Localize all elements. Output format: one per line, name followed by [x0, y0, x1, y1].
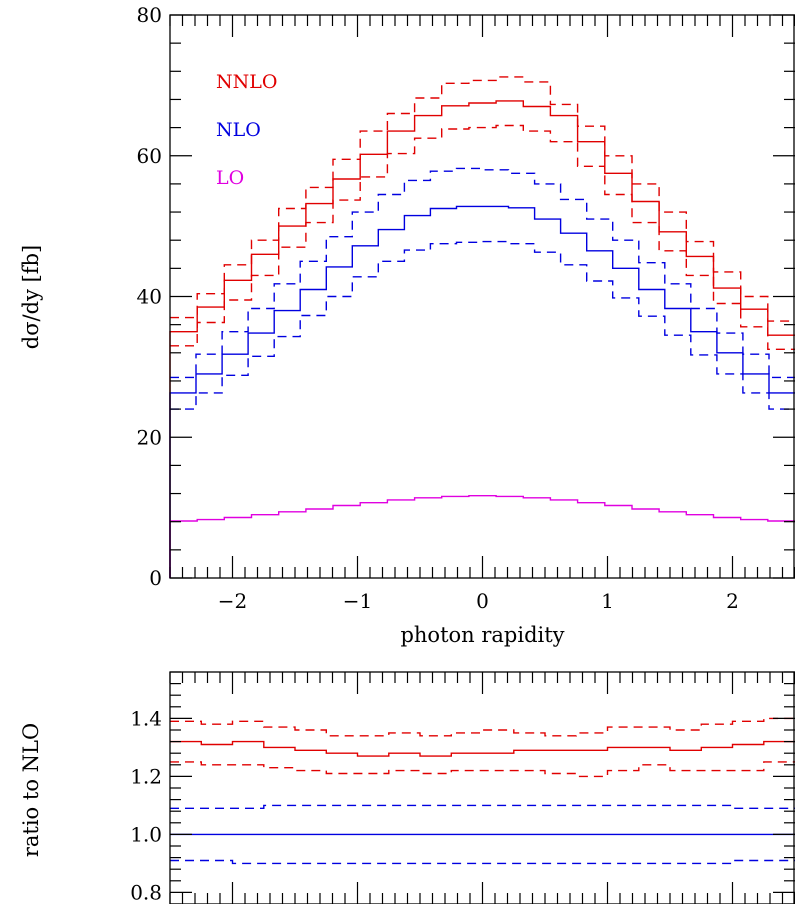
ratio-plot-panel: 0.8 1.0 1.2 1.4 ratio to NLO — [19, 671, 795, 904]
series-nlo-dashed-5 — [170, 859, 795, 865]
ratio-y-axis-label: ratio to NLO — [19, 723, 43, 857]
y-tick-label: 1.4 — [130, 706, 162, 730]
y-tick-label: 0.8 — [130, 880, 162, 904]
ratio-plot-frame — [169, 671, 795, 904]
y-tick-label: 80 — [137, 3, 162, 27]
x-tick-label: 0 — [476, 589, 489, 613]
legend: NNLO NLO LO — [216, 71, 277, 189]
series-nlo-dashed-3 — [170, 804, 795, 809]
series-nlo-solid-3 — [169, 205, 795, 578]
series-nnlo-dashed-2 — [170, 124, 795, 350]
x-tick-label: 1 — [601, 589, 614, 613]
y-tick-label: 1.2 — [130, 764, 162, 788]
series-nlo-dashed-5 — [170, 240, 795, 410]
x-tick-label: 2 — [726, 589, 739, 613]
legend-item-nlo: NLO — [216, 119, 261, 141]
y-tick-label: 1.0 — [130, 822, 162, 846]
y-tick-label: 40 — [137, 285, 162, 309]
main-plot-frame — [169, 14, 795, 579]
series-nnlo-solid-0 — [169, 100, 795, 578]
series-nnlo-dashed-0 — [170, 717, 795, 737]
series-nnlo-dashed-2 — [170, 761, 795, 778]
y-axis-label: dσ/dy [fb] — [19, 245, 43, 349]
main-plot-panel: 0 20 40 60 80 −2 −1 0 1 2 NNLO NLO LO photon rapidi… — [19, 3, 795, 647]
x-axis-label: photon rapidity — [400, 623, 564, 647]
ratio-plot-ticks: 0.8 1.0 1.2 1.4 — [130, 671, 795, 904]
main-plot-ticks: 0 20 40 60 80 −2 −1 0 1 2 — [137, 3, 795, 613]
series-lo-solid-6 — [169, 495, 795, 578]
x-tick-label: −1 — [343, 589, 372, 613]
y-tick-label: 60 — [137, 144, 162, 168]
legend-item-nnlo: NNLO — [216, 71, 277, 93]
y-tick-label: 0 — [149, 566, 162, 590]
ratio-plot-series — [170, 717, 795, 865]
y-tick-label: 20 — [137, 425, 162, 449]
main-plot-series — [169, 76, 795, 578]
series-nnlo-dashed-1 — [170, 76, 795, 322]
legend-item-lo: LO — [216, 167, 244, 189]
series-nlo-dashed-4 — [170, 167, 795, 379]
x-tick-label: −2 — [218, 589, 247, 613]
series-nnlo-solid-1 — [170, 740, 795, 757]
